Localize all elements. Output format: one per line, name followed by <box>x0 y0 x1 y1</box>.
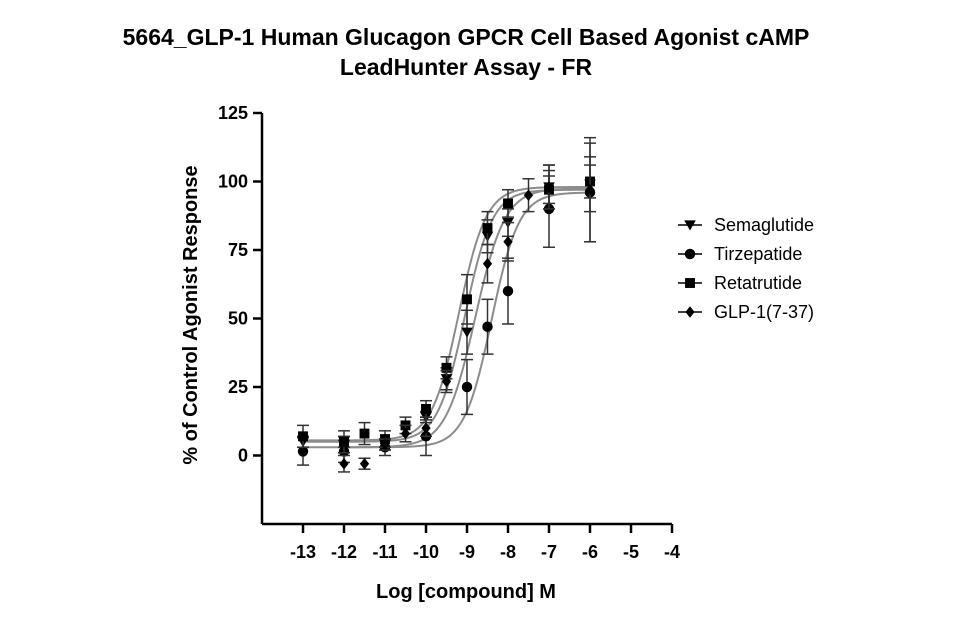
y-tick-label: 125 <box>218 103 248 123</box>
data-point-retatrutide <box>482 223 493 234</box>
data-point-tirzepatide <box>502 285 514 297</box>
data-point-glp-1-7-37- <box>421 422 431 434</box>
x-tick-label: -7 <box>541 542 557 562</box>
fit-curve-retatrutide <box>303 186 590 442</box>
data-point-glp-1-7-37- <box>441 375 452 388</box>
legend-label-semaglutide: Semaglutide <box>714 215 814 235</box>
data-point-retatrutide <box>503 198 513 209</box>
data-point-retatrutide <box>298 431 308 442</box>
x-tick-label: -6 <box>582 542 598 562</box>
data-point-glp-1-7-37- <box>400 427 411 440</box>
data-point-retatrutide <box>339 436 349 447</box>
legend-label-retatrutide: Retatrutide <box>714 273 802 293</box>
fit-curve-tirzepatide <box>303 191 591 449</box>
y-tick-label: 100 <box>218 172 248 192</box>
data-point-glp-1-7-37- <box>339 457 349 470</box>
y-tick-label: 75 <box>228 240 248 260</box>
data-point-tirzepatide <box>482 321 493 332</box>
data-point-semaglutide <box>461 327 473 338</box>
fit-curve-semaglutide <box>303 188 590 443</box>
legend-marker-glp-1-7-37- <box>685 306 695 318</box>
data-point-glp-1-7-37- <box>380 438 390 451</box>
legend-marker-semaglutide <box>684 220 696 231</box>
data-points <box>297 136 596 473</box>
data-point-glp-1-7-37- <box>503 236 513 248</box>
data-point-glp-1-7-37- <box>359 457 370 470</box>
data-point-retatrutide <box>441 362 452 373</box>
data-point-retatrutide <box>421 403 431 414</box>
axes: 0 25 50 75 100 125 -13 -12 -11 -10 -9 -8 -7 -6 -5 -4 <box>218 103 680 562</box>
x-tick-label: -4 <box>664 542 680 562</box>
legend: Semaglutide Tirzepatide Retatrutide GLP-1(7… <box>678 215 814 322</box>
data-point-glp-1-7-37- <box>523 189 534 201</box>
x-tick-label: -10 <box>413 542 439 562</box>
data-point-tirzepatide <box>297 446 309 457</box>
chart-title-line-1: 5664_GLP-1 Human Glucagon GPCR Cell Base… <box>123 24 810 50</box>
y-tick-label: 25 <box>228 377 248 397</box>
legend-label-tirzepatide: Tirzepatide <box>714 244 802 264</box>
data-point-retatrutide <box>359 428 370 439</box>
x-tick-label: -12 <box>331 542 357 562</box>
legend-marker-retatrutide <box>685 278 695 288</box>
x-tick-label: -13 <box>290 542 316 562</box>
data-point-glp-1-7-37- <box>544 181 554 193</box>
x-tick-label: -9 <box>459 542 475 562</box>
legend-label-glp-1-7-37-: GLP-1(7-37) <box>714 302 814 322</box>
data-point-glp-1-7-37- <box>585 183 595 196</box>
fit-curves <box>303 186 591 449</box>
data-point-glp-1-7-37- <box>482 257 493 270</box>
x-tick-label: -11 <box>372 542 397 562</box>
x-tick-label: -5 <box>623 542 639 562</box>
chart-title-line-2: LeadHunter Assay - FR <box>340 54 593 80</box>
y-axis-label: % of Control Agonist Response <box>180 165 202 464</box>
x-tick-label: -8 <box>500 542 516 562</box>
y-tick-label: 0 <box>238 446 248 466</box>
x-axis-label: Log [compound] M <box>376 581 556 603</box>
y-tick-label: 50 <box>228 309 248 329</box>
legend-marker-tirzepatide <box>684 248 696 260</box>
data-point-tirzepatide <box>461 381 473 393</box>
data-point-retatrutide <box>462 294 472 305</box>
